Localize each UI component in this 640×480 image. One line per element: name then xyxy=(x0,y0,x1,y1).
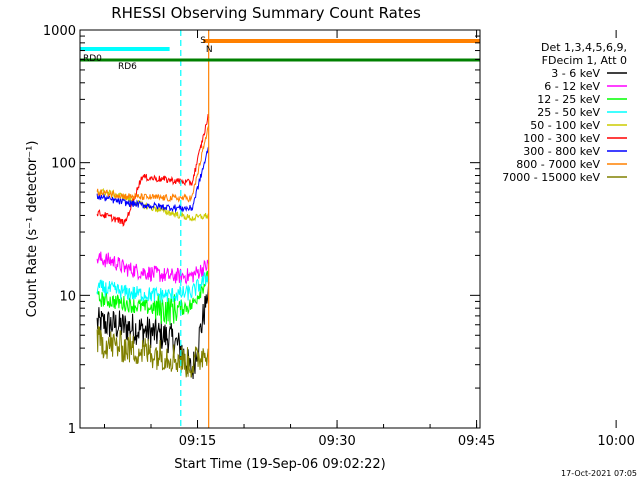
legend-label-7: 800 - 7000 keV xyxy=(516,158,600,171)
x-tick-label-0: 09:15 xyxy=(179,434,216,449)
x-tick-label-1: 09:30 xyxy=(318,434,355,449)
axes: RD0RD6SN09:1509:3009:4510:0010:1510:3011… xyxy=(43,24,635,449)
legend-label-6: 300 - 800 keV xyxy=(523,145,600,158)
status-label-rd0: RD0 xyxy=(83,54,102,64)
legend-header-line-0: Det 1,3,4,5,6,9, xyxy=(541,41,627,54)
footer-date: 17-Oct-2021 07:05 xyxy=(561,469,637,478)
series-50-100-kev xyxy=(97,187,209,222)
legend-label-1: 6 - 12 keV xyxy=(544,80,600,93)
status-label-rd6: RD6 xyxy=(118,62,137,72)
series-25-50-kev xyxy=(96,272,210,303)
legend-label-2: 12 - 25 keV xyxy=(537,93,600,106)
series-line-5-segment-0 xyxy=(96,114,210,227)
series-100-300-kev xyxy=(96,114,210,227)
series-line-4-segment-0 xyxy=(97,187,209,222)
legend-label-4: 50 - 100 keV xyxy=(530,119,600,132)
x-tick-label-2: 09:45 xyxy=(458,434,495,449)
series-7000-15000-kev xyxy=(96,325,210,378)
series-line-1-segment-0 xyxy=(96,251,210,285)
legend-header-line-1: FDecim 1, Att 0 xyxy=(542,54,627,67)
y-tick-label-2: 100 xyxy=(51,157,76,172)
plot-area xyxy=(80,30,480,428)
y-axis-label: Count Rate (s⁻¹ detector⁻¹) xyxy=(25,141,40,318)
legend-label-5: 100 - 300 keV xyxy=(523,132,600,145)
y-tick-label-3: 1000 xyxy=(43,24,76,39)
y-tick-label-1: 10 xyxy=(59,289,76,304)
series-line-7-segment-0 xyxy=(96,125,210,203)
y-tick-label-0: 1 xyxy=(68,422,76,437)
series-line-2-segment-0 xyxy=(96,270,210,326)
legend-label-3: 25 - 50 keV xyxy=(537,106,600,119)
annotation-s: S xyxy=(200,36,206,46)
legend-label-8: 7000 - 15000 keV xyxy=(502,171,600,184)
annotation-n: N xyxy=(206,45,213,55)
x-tick-label-3: 10:00 xyxy=(597,434,634,449)
legend: Det 1,3,4,5,6,9,FDecim 1, Att 03 - 6 keV… xyxy=(502,41,627,184)
series-line-3-segment-0 xyxy=(96,272,210,303)
series-800-7000-kev xyxy=(96,125,210,203)
series-6-12-kev xyxy=(96,251,210,285)
series-3-6-kev xyxy=(96,282,210,380)
series-12-25-kev xyxy=(96,270,210,326)
series-line-8-segment-0 xyxy=(96,325,210,378)
x-axis-label: Start Time (19-Sep-06 09:02:22) xyxy=(174,457,385,472)
plot-frame xyxy=(79,29,481,429)
chart-title: RHESSI Observing Summary Count Rates xyxy=(111,4,421,22)
series-line-0-segment-0 xyxy=(96,282,210,380)
legend-label-0: 3 - 6 keV xyxy=(551,67,600,80)
